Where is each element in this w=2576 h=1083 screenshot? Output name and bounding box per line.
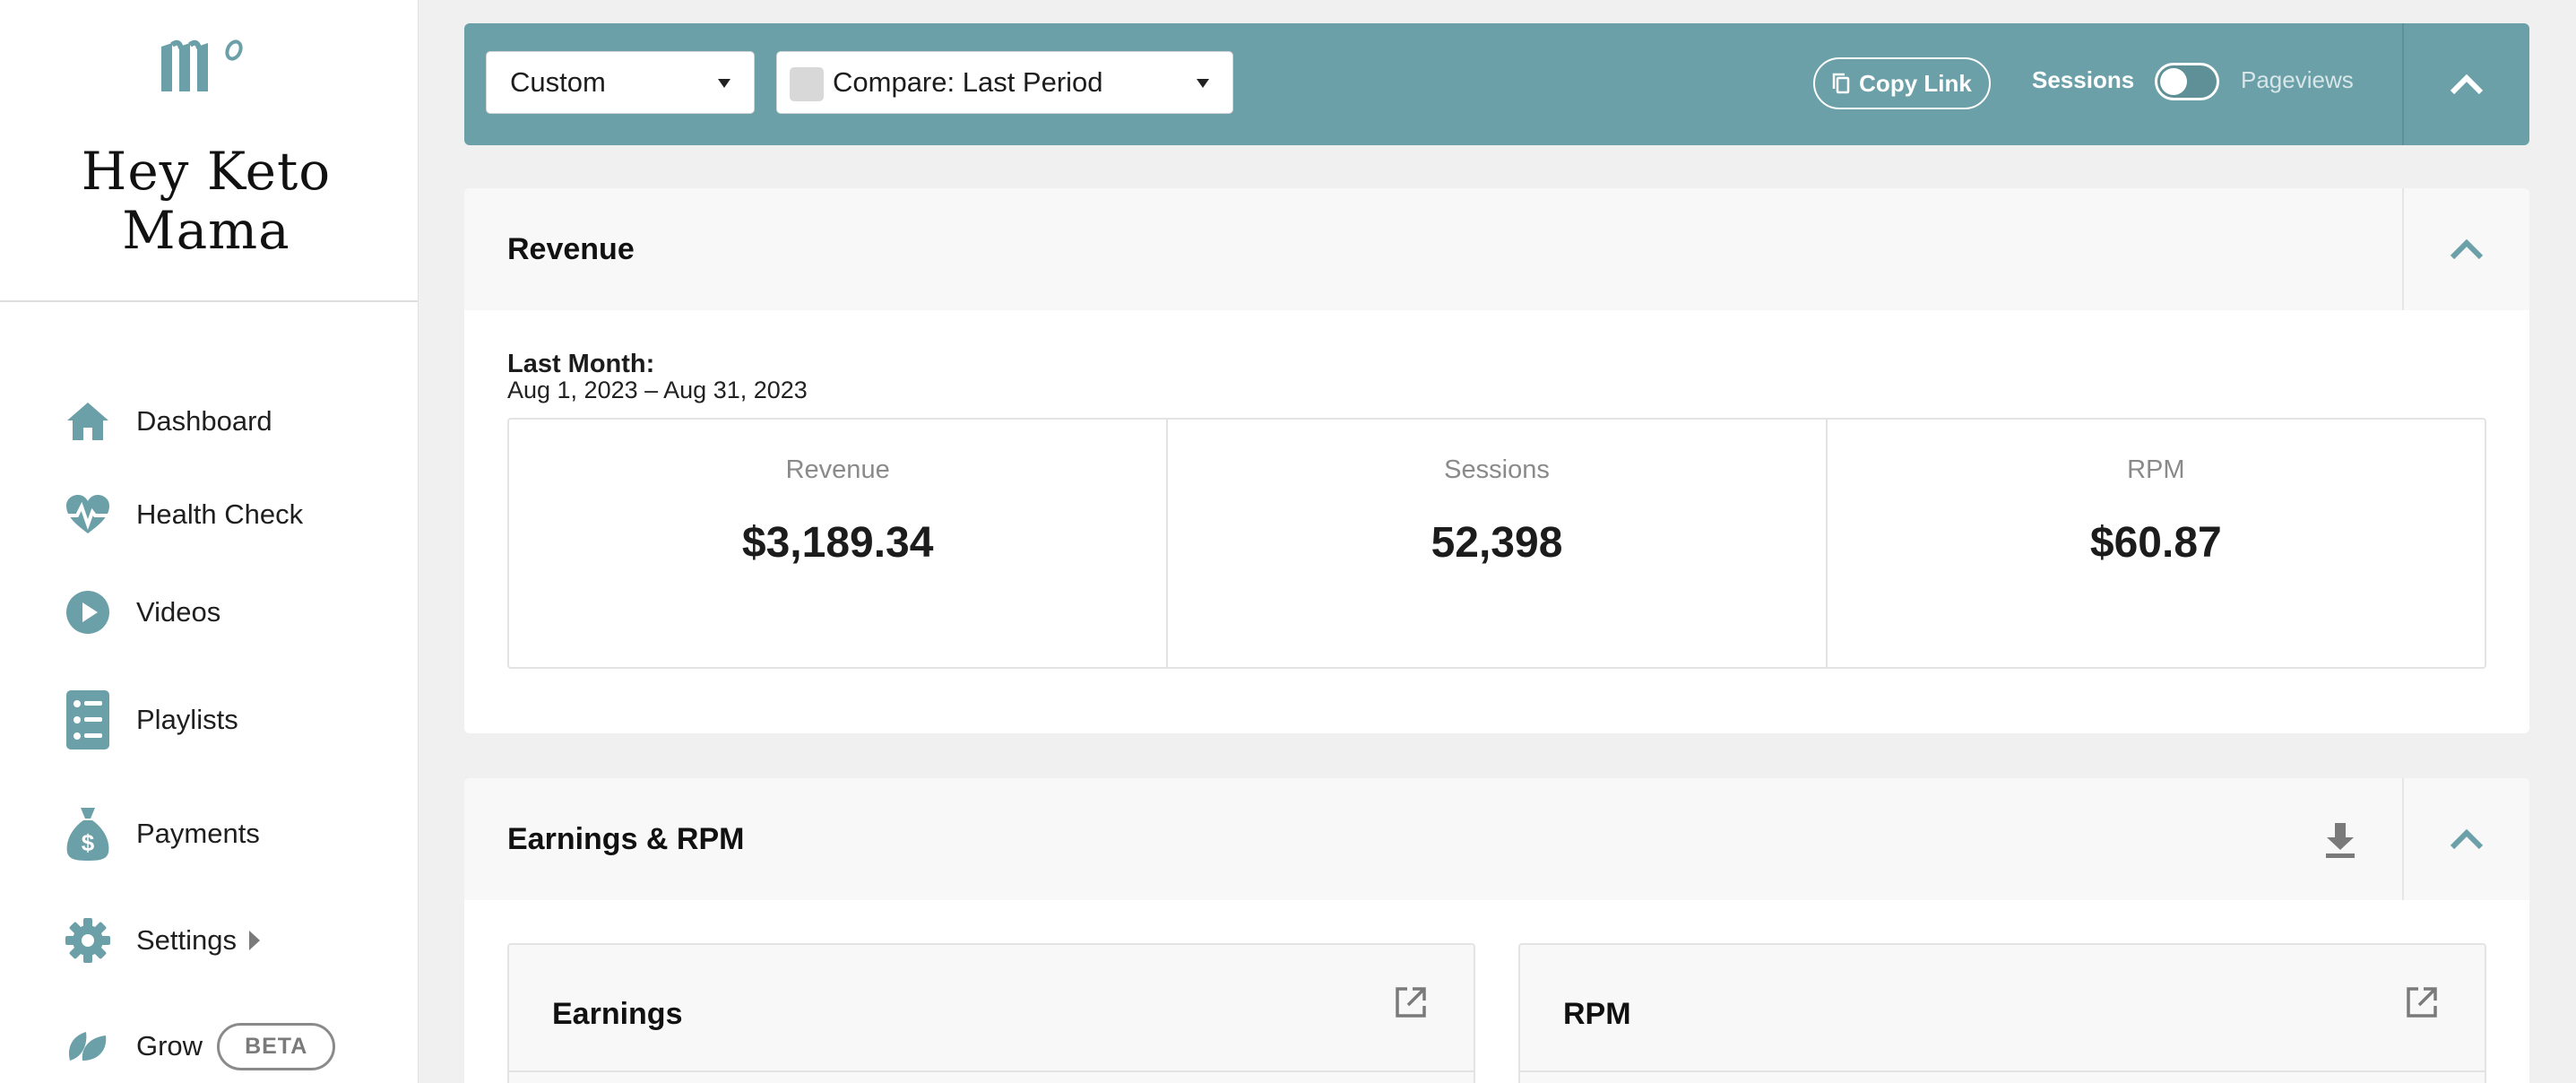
period-dates: Aug 1, 2023 – Aug 31, 2023 bbox=[507, 377, 808, 403]
chevron-up-icon bbox=[2450, 74, 2484, 95]
stats-row: Revenue $3,189.34 Sessions 52,398 RPM $6… bbox=[507, 418, 2486, 669]
stat-rpm: RPM $60.87 bbox=[1828, 420, 2485, 667]
earnings-panel-title: Earnings bbox=[552, 997, 683, 1031]
chevron-up-icon bbox=[2450, 238, 2484, 260]
sidebar-item-label: Videos bbox=[136, 596, 221, 628]
copy-icon bbox=[1832, 73, 1850, 94]
stat-value: $60.87 bbox=[2089, 519, 2222, 567]
revenue-card-title: Revenue bbox=[507, 231, 635, 266]
date-range-select[interactable]: Custom bbox=[486, 51, 755, 114]
sidebar-item-dashboard[interactable]: Dashboard bbox=[63, 390, 272, 453]
panel-divider bbox=[509, 1070, 1474, 1072]
brand-name: Hey Keto Mama bbox=[81, 141, 332, 261]
beta-badge: BETA bbox=[217, 1022, 336, 1070]
earnings-card-header: Earnings & RPM bbox=[464, 778, 2529, 900]
earnings-rpm-card: Earnings & RPM Earnings RPM bbox=[464, 778, 2529, 1083]
list-icon bbox=[63, 690, 113, 749]
pageviews-toggle-label: Pageviews bbox=[2241, 66, 2354, 93]
chevron-up-icon bbox=[2450, 828, 2484, 850]
sidebar-item-label: Dashboard bbox=[136, 405, 272, 437]
stat-value: $3,189.34 bbox=[741, 519, 934, 567]
rpm-panel: RPM bbox=[1518, 943, 2486, 1083]
svg-text:$: $ bbox=[82, 829, 95, 856]
copy-link-button[interactable]: Copy Link bbox=[1813, 57, 1991, 109]
toolbar-collapse-button[interactable] bbox=[2402, 23, 2529, 145]
filter-toolbar: Custom Compare: Last Period Copy Link Se… bbox=[464, 23, 2529, 145]
earnings-collapse-button[interactable] bbox=[2402, 778, 2529, 900]
money-bag-icon: $ bbox=[63, 808, 113, 861]
sidebar-item-grow[interactable]: Grow BETA bbox=[63, 1015, 336, 1078]
download-icon bbox=[2326, 823, 2355, 858]
caret-right-icon bbox=[249, 931, 261, 950]
sidebar-item-videos[interactable]: Videos bbox=[63, 581, 220, 644]
revenue-card-header: Revenue bbox=[464, 188, 2529, 310]
sidebar-item-label: Health Check bbox=[136, 498, 304, 530]
earnings-panel: Earnings bbox=[507, 943, 1475, 1083]
date-range-value: Custom bbox=[510, 66, 606, 98]
external-link-icon[interactable] bbox=[2404, 984, 2440, 1020]
sidebar-item-payments[interactable]: $ Payments bbox=[63, 802, 260, 865]
sidebar-item-settings[interactable]: Settings bbox=[63, 909, 261, 972]
stat-label: RPM bbox=[2127, 455, 2185, 484]
sidebar: Hey Keto Mama Dashboard Health Check Vid… bbox=[0, 0, 419, 1083]
sidebar-item-health-check[interactable]: Health Check bbox=[63, 483, 303, 546]
download-button[interactable] bbox=[2318, 818, 2363, 862]
earnings-card-title: Earnings & RPM bbox=[507, 821, 745, 856]
brand-header: Hey Keto Mama bbox=[0, 0, 418, 302]
copy-link-label: Copy Link bbox=[1859, 69, 1972, 97]
heartbeat-icon bbox=[63, 490, 113, 540]
sidebar-item-label: Settings bbox=[136, 924, 238, 956]
sessions-pageviews-toggle[interactable] bbox=[2155, 63, 2219, 100]
sessions-toggle-label: Sessions bbox=[2032, 66, 2135, 93]
panel-divider bbox=[1520, 1070, 2485, 1072]
rpm-panel-title: RPM bbox=[1563, 997, 1631, 1031]
toggle-knob bbox=[2160, 68, 2187, 95]
sidebar-item-label: Grow bbox=[136, 1030, 203, 1061]
period-label: Last Month: bbox=[507, 350, 655, 378]
stat-label: Sessions bbox=[1444, 455, 1550, 484]
leaf-icon bbox=[63, 1021, 113, 1071]
dropdown-arrow-icon bbox=[1197, 79, 1209, 88]
revenue-collapse-button[interactable] bbox=[2402, 188, 2529, 310]
home-icon bbox=[63, 396, 113, 446]
play-circle-icon bbox=[63, 587, 113, 637]
compare-select[interactable]: Compare: Last Period bbox=[776, 51, 1233, 114]
stat-label: Revenue bbox=[785, 455, 890, 484]
compare-color-swatch bbox=[790, 67, 824, 101]
revenue-card: Revenue Last Month: Aug 1, 2023 – Aug 31… bbox=[464, 188, 2529, 733]
brand-logo-icon[interactable] bbox=[160, 36, 249, 99]
sidebar-item-label: Payments bbox=[136, 818, 260, 849]
stat-value: 52,398 bbox=[1431, 519, 1563, 567]
gear-icon bbox=[63, 915, 113, 966]
dropdown-arrow-icon bbox=[718, 79, 730, 88]
external-link-icon[interactable] bbox=[1393, 984, 1429, 1020]
sidebar-item-playlists[interactable]: Playlists bbox=[63, 689, 238, 751]
stat-revenue: Revenue $3,189.34 bbox=[509, 420, 1169, 667]
sidebar-item-label: Playlists bbox=[136, 704, 238, 735]
compare-value: Compare: Last Period bbox=[833, 66, 1103, 98]
stat-sessions: Sessions 52,398 bbox=[1168, 420, 1828, 667]
